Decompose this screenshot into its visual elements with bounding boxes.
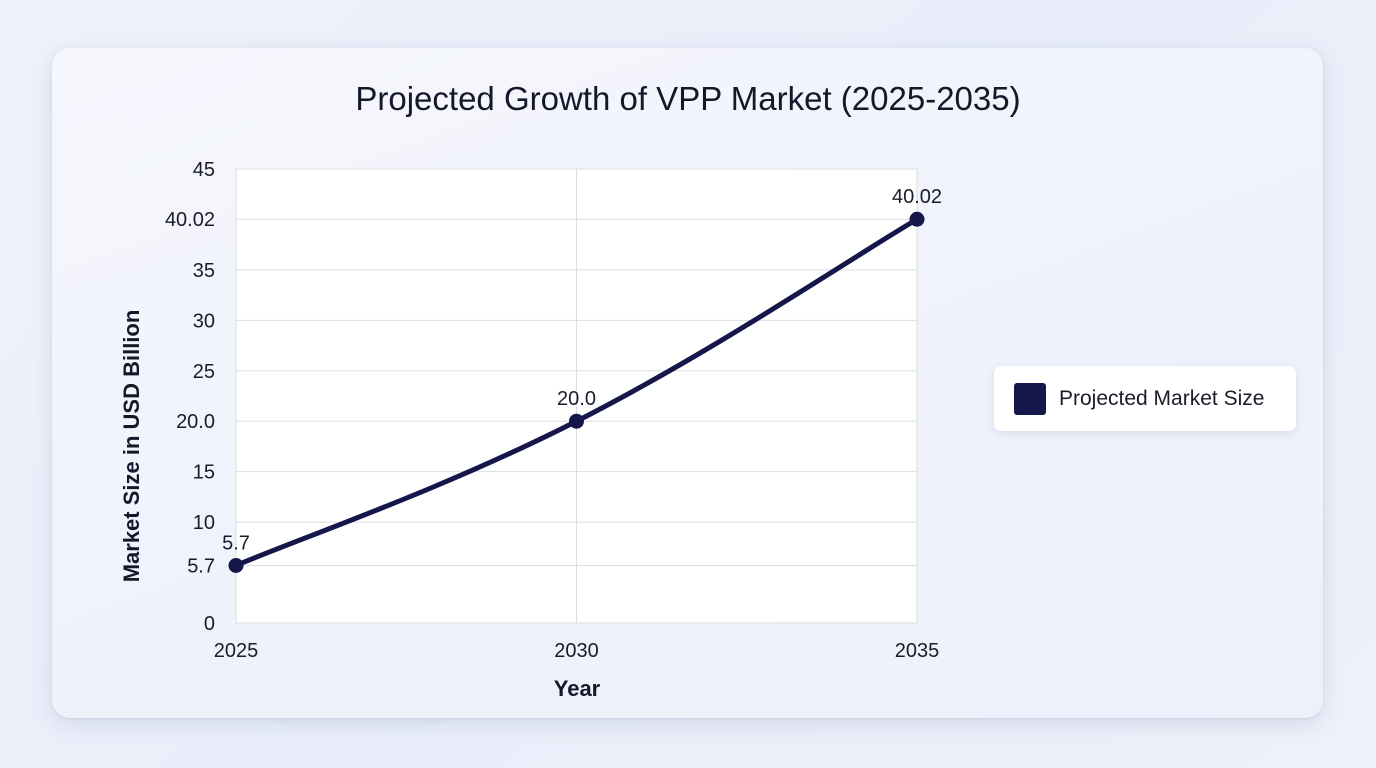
x-tick-label-2025: 2025 (214, 640, 259, 662)
series-layer: 5.7 20.0 40.02 (222, 186, 942, 573)
y-tick-label-10: 10 (193, 512, 215, 534)
legend-label-projected-market-size: Projected Market Size (1059, 386, 1265, 410)
y-tick-label-35: 35 (193, 260, 215, 282)
data-point-2025 (228, 557, 244, 573)
x-tick-label-2030: 2030 (554, 640, 599, 662)
x-axis-ticks: 2025 2030 2035 (214, 640, 940, 662)
gridlines (235, 168, 918, 624)
legend: Projected Market Size (994, 366, 1296, 431)
y-axis-ticks: 0 5.7 10 15 20.0 25 30 35 40.02 45 (165, 159, 215, 635)
data-label-2025: 5.7 (222, 532, 250, 554)
chart-card: Projected Growth of VPP Market (2025-203… (52, 48, 1323, 718)
legend-swatch-projected-market-size (1014, 382, 1046, 415)
data-point-2030 (569, 413, 584, 429)
y-tick-label-20-0: 20.0 (176, 411, 215, 433)
y-tick-label-15: 15 (193, 462, 215, 484)
x-axis-title: Year (554, 676, 601, 701)
chart-title: Projected Growth of VPP Market (2025-203… (355, 80, 1020, 117)
y-tick-label-40-02: 40.02 (165, 209, 215, 231)
y-tick-label-45: 45 (193, 159, 215, 181)
y-tick-label-5-7: 5.7 (187, 555, 215, 577)
y-tick-label-0: 0 (204, 613, 215, 635)
data-label-2035: 40.02 (892, 186, 942, 208)
y-axis-title: Market Size in USD Billion (119, 310, 144, 583)
line-chart: Projected Growth of VPP Market (2025-203… (119, 80, 1021, 701)
data-point-2035 (909, 211, 925, 227)
y-tick-label-25: 25 (193, 361, 215, 383)
data-label-2030: 20.0 (557, 388, 596, 410)
y-tick-label-30: 30 (193, 310, 215, 332)
x-tick-label-2035: 2035 (895, 640, 940, 662)
